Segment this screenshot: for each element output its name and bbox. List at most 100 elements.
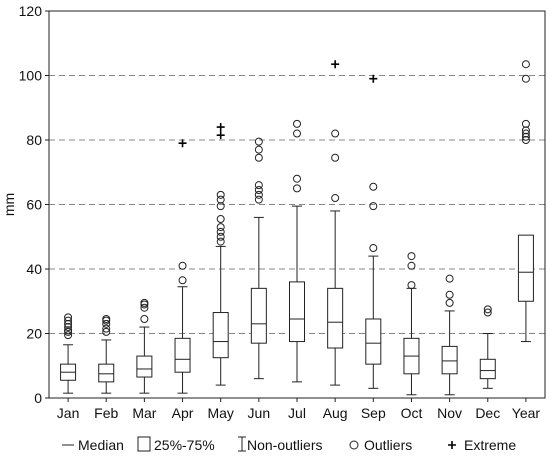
extreme-may-1 — [216, 123, 225, 132]
x-tick-label-sep: Sep — [361, 405, 386, 421]
box-group-jul — [289, 119, 305, 383]
x-tick-label-jun: Jun — [248, 405, 271, 421]
box-series — [60, 60, 534, 396]
box-aug — [327, 287, 344, 349]
outlier-jun-3 — [254, 181, 263, 190]
box-jul — [289, 281, 305, 343]
extreme-apr-0 — [178, 139, 187, 148]
box-group-aug — [327, 60, 344, 386]
outlier-nov-0 — [445, 298, 454, 307]
box-year — [517, 234, 534, 302]
x-tick-label-dec: Dec — [475, 405, 500, 421]
outlier-may-2 — [216, 227, 225, 236]
outlier-jan-2 — [64, 326, 73, 335]
outlier-jul-1 — [293, 174, 301, 183]
outlier-jun-1 — [254, 190, 263, 199]
outlier-dec-0 — [483, 308, 492, 317]
y-axis: 0 20 40 60 80 100 120 — [19, 3, 49, 406]
box-sep — [365, 318, 382, 365]
legend-outlier-icon — [349, 440, 359, 450]
legend-label-25-75-: 25%-75% — [154, 437, 215, 453]
outlier-sep-2 — [369, 182, 378, 191]
outlier-mar-1 — [140, 303, 149, 312]
y-axis-title: mm — [1, 193, 17, 216]
legend-item-extreme: Extreme — [448, 437, 516, 453]
outlier-nov-1 — [445, 290, 454, 299]
y-tick-label-20: 20 — [26, 326, 42, 342]
legend-extreme-icon — [448, 441, 456, 449]
x-axis: Jan Feb Mar Apr May Jun Jul Aug Sep Oct Nov Dec Year — [57, 398, 540, 421]
outlier-jul-3 — [293, 119, 301, 128]
outlier-apr-0 — [178, 276, 187, 285]
outlier-jul-2 — [293, 129, 301, 138]
outlier-jun-5 — [254, 145, 263, 154]
box-apr — [174, 337, 191, 373]
outlier-may-6 — [216, 195, 225, 204]
outlier-year-3 — [521, 126, 530, 135]
outlier-may-1 — [216, 232, 225, 241]
outlier-may-4 — [216, 215, 225, 224]
outlier-sep-1 — [369, 202, 378, 211]
outlier-jun-4 — [254, 153, 263, 162]
box-group-may — [212, 123, 229, 386]
grid-lines — [49, 75, 545, 334]
y-tick-label-120: 120 — [19, 3, 43, 19]
legend-item-25-75-: 25%-75% — [137, 436, 215, 453]
outlier-dec-1 — [483, 305, 492, 314]
box-mar — [136, 355, 153, 378]
box-feb — [98, 363, 115, 383]
outlier-feb-4 — [102, 314, 111, 323]
box-may — [212, 312, 229, 359]
outlier-year-2 — [521, 129, 530, 138]
outlier-jun-6 — [254, 137, 263, 146]
outlier-year-0 — [521, 136, 530, 144]
outlier-jun-2 — [254, 185, 263, 194]
box-group-nov — [441, 274, 458, 396]
x-tick-label-oct: Oct — [401, 405, 423, 421]
legend-box-icon — [137, 436, 151, 452]
box-group-apr — [174, 139, 191, 394]
outlier-year-5 — [521, 74, 530, 83]
outlier-jan-3 — [64, 323, 73, 332]
box-jun — [250, 287, 267, 344]
y-tick-label-0: 0 — [34, 390, 42, 406]
outlier-feb-0 — [102, 327, 111, 336]
outlier-may-0 — [216, 237, 225, 246]
extreme-may-0 — [216, 131, 225, 140]
x-tick-label-mar: Mar — [132, 405, 156, 421]
outlier-feb-1 — [102, 324, 111, 333]
outlier-jul-0 — [293, 184, 301, 193]
box-group-oct — [403, 252, 420, 396]
outlier-mar-3 — [140, 298, 149, 307]
outlier-oct-1 — [407, 261, 416, 270]
y-tick-label-40: 40 — [26, 261, 42, 277]
y-tick-label-80: 80 — [26, 132, 42, 148]
box-nov — [441, 345, 458, 375]
outlier-year-1 — [521, 132, 530, 141]
legend-label-median: Median — [78, 437, 124, 453]
outlier-aug-2 — [331, 129, 340, 138]
box-group-year — [517, 60, 534, 343]
outlier-jun-0 — [254, 195, 263, 204]
legend-item-outliers: Outliers — [349, 437, 412, 453]
outlier-jan-4 — [64, 319, 73, 328]
x-tick-label-may: May — [207, 405, 233, 421]
outlier-nov-2 — [445, 274, 454, 283]
legend-label-extreme: Extreme — [464, 437, 516, 453]
legend-label-outliers: Outliers — [364, 437, 412, 453]
outlier-feb-2 — [102, 319, 111, 328]
extreme-sep-0 — [369, 74, 378, 83]
box-group-feb — [98, 314, 115, 394]
box-group-jan — [60, 313, 77, 394]
extreme-aug-0 — [331, 60, 340, 69]
legend-item-non-outliers: Non-outliers — [238, 436, 322, 453]
outlier-oct-0 — [407, 281, 416, 290]
outlier-apr-1 — [178, 261, 187, 270]
x-tick-label-jan: Jan — [57, 405, 80, 421]
box-dec — [479, 358, 496, 380]
legend-whisker-icon — [238, 436, 246, 452]
box-group-jun — [250, 137, 267, 380]
legend-item-median: Median — [62, 437, 124, 453]
outlier-may-7 — [216, 190, 225, 199]
outlier-jan-5 — [64, 316, 73, 325]
